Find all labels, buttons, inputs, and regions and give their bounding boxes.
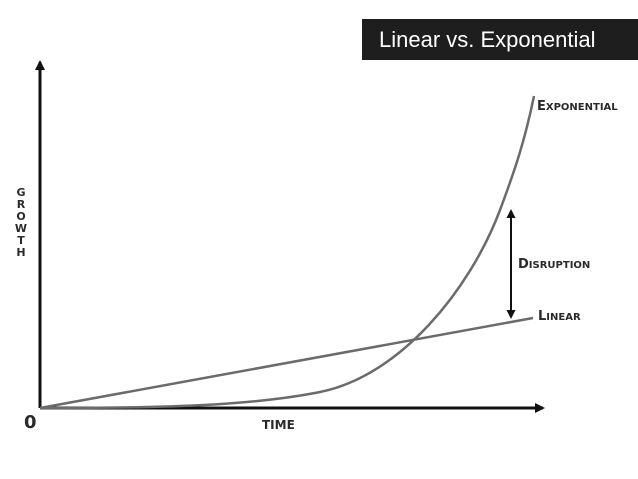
exponential-curve <box>39 95 536 410</box>
y-axis-label: G R O W T H <box>15 186 27 259</box>
title-banner: Linear vs. Exponential <box>362 19 638 60</box>
y-axis-letter: O <box>16 210 25 223</box>
y-axis-letter: W <box>15 222 27 235</box>
x-axis-label: TIME <box>262 418 295 432</box>
exponential-label: EXPONENTIAL <box>537 99 618 114</box>
y-axis-letter: H <box>16 246 25 259</box>
y-axis-letter: T <box>17 234 25 247</box>
y-axis-letter: R <box>17 198 26 211</box>
origin-label: 0 <box>24 412 37 433</box>
title-text: Linear vs. Exponential <box>379 27 596 52</box>
linear-line <box>39 316 534 410</box>
disruption-label: DISRUPTION <box>518 257 590 272</box>
y-axis-letter: G <box>16 186 25 199</box>
linear-label: LINEAR <box>538 309 581 324</box>
